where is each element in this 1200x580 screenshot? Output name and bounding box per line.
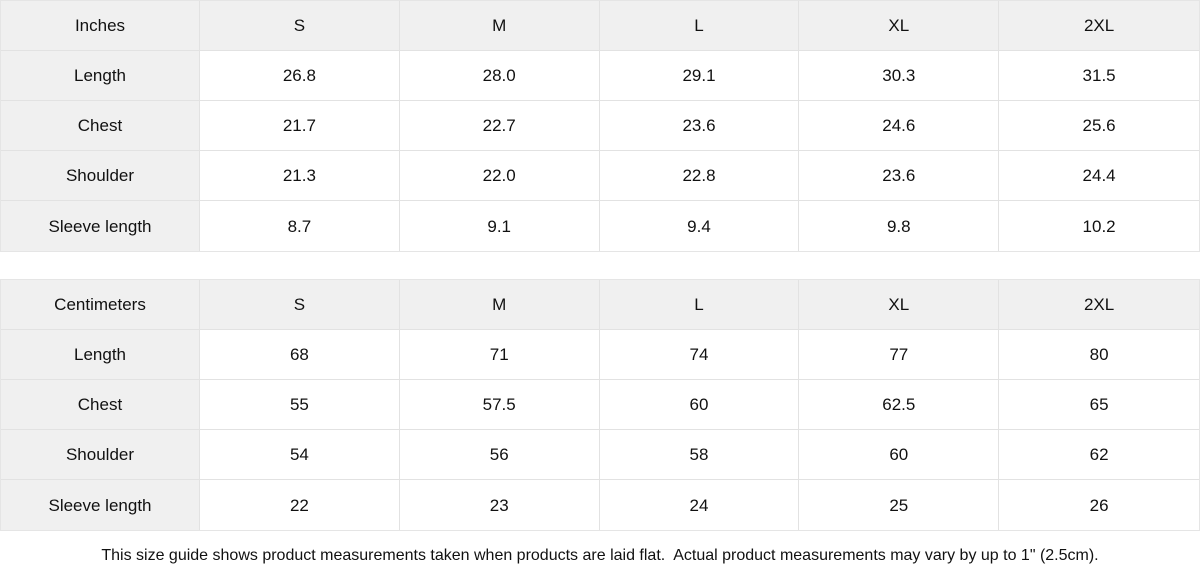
value-cell: 21.3 <box>200 151 400 201</box>
value-cell: 26 <box>999 480 1199 530</box>
size-header-cell-xl: XL <box>799 280 1000 330</box>
value-cell: 22.7 <box>399 101 600 151</box>
value-cell: 24.4 <box>999 151 1199 201</box>
value-cell: 23.6 <box>799 151 1000 201</box>
row-label-cell: Length <box>1 51 200 101</box>
value-cell: 55 <box>200 380 400 430</box>
value-cell: 24 <box>599 480 800 530</box>
value-cell: 57.5 <box>399 380 600 430</box>
value-cell: 56 <box>399 430 600 480</box>
value-cell: 77 <box>799 330 1000 380</box>
value-cell: 58 <box>599 430 800 480</box>
centimeters-table: Centimeters S M L XL 2XL Length 68 71 74… <box>0 279 1200 531</box>
value-cell: 25.6 <box>999 101 1199 151</box>
value-cell: 24.6 <box>799 101 1000 151</box>
table-row: Length 68 71 74 77 80 <box>1 330 1199 380</box>
row-label-cell: Chest <box>1 101 200 151</box>
value-cell: 60 <box>599 380 800 430</box>
value-cell: 23.6 <box>599 101 800 151</box>
row-label-cell: Chest <box>1 380 200 430</box>
value-cell: 22.8 <box>599 151 800 201</box>
size-header-cell-2xl: 2XL <box>999 280 1199 330</box>
table-row: Chest 21.7 22.7 23.6 24.6 25.6 <box>1 101 1199 151</box>
table-row: Shoulder 21.3 22.0 22.8 23.6 24.4 <box>1 151 1199 201</box>
unit-header-cell: Inches <box>1 1 200 51</box>
value-cell: 28.0 <box>399 51 600 101</box>
value-cell: 25 <box>799 480 1000 530</box>
row-label-cell: Length <box>1 330 200 380</box>
table-row: Length 26.8 28.0 29.1 30.3 31.5 <box>1 51 1199 101</box>
row-label-cell: Sleeve length <box>1 480 200 530</box>
value-cell: 71 <box>399 330 600 380</box>
value-cell: 9.8 <box>799 201 1000 251</box>
value-cell: 29.1 <box>599 51 800 101</box>
value-cell: 68 <box>200 330 400 380</box>
inches-table: Inches S M L XL 2XL Length 26.8 28.0 29.… <box>0 0 1200 252</box>
row-label-cell: Shoulder <box>1 151 200 201</box>
value-cell: 21.7 <box>200 101 400 151</box>
value-cell: 80 <box>999 330 1199 380</box>
value-cell: 9.1 <box>399 201 600 251</box>
value-cell: 54 <box>200 430 400 480</box>
size-header-cell-l: L <box>599 1 800 51</box>
table-row: Shoulder 54 56 58 60 62 <box>1 430 1199 480</box>
size-header-cell-m: M <box>399 1 600 51</box>
table-header-row: Centimeters S M L XL 2XL <box>1 280 1199 330</box>
table-row: Sleeve length 22 23 24 25 26 <box>1 480 1199 530</box>
value-cell: 74 <box>599 330 800 380</box>
value-cell: 62 <box>999 430 1199 480</box>
size-guide-note: This size guide shows product measuremen… <box>101 546 1099 564</box>
value-cell: 65 <box>999 380 1199 430</box>
value-cell: 10.2 <box>999 201 1199 251</box>
unit-header-cell: Centimeters <box>1 280 200 330</box>
value-cell: 62.5 <box>799 380 1000 430</box>
value-cell: 26.8 <box>200 51 400 101</box>
table-row: Sleeve length 8.7 9.1 9.4 9.8 10.2 <box>1 201 1199 251</box>
value-cell: 31.5 <box>999 51 1199 101</box>
size-header-cell-l: L <box>599 280 800 330</box>
value-cell: 30.3 <box>799 51 1000 101</box>
table-header-row: Inches S M L XL 2XL <box>1 1 1199 51</box>
size-header-cell-m: M <box>399 280 600 330</box>
size-header-cell-s: S <box>200 280 400 330</box>
value-cell: 22 <box>200 480 400 530</box>
size-header-cell-2xl: 2XL <box>999 1 1199 51</box>
size-header-cell-xl: XL <box>799 1 1000 51</box>
table-separator <box>0 252 1200 279</box>
value-cell: 22.0 <box>399 151 600 201</box>
row-label-cell: Sleeve length <box>1 201 200 251</box>
value-cell: 9.4 <box>599 201 800 251</box>
value-cell: 8.7 <box>200 201 400 251</box>
row-label-cell: Shoulder <box>1 430 200 480</box>
table-row: Chest 55 57.5 60 62.5 65 <box>1 380 1199 430</box>
size-header-cell-s: S <box>200 1 400 51</box>
value-cell: 23 <box>399 480 600 530</box>
value-cell: 60 <box>799 430 1000 480</box>
